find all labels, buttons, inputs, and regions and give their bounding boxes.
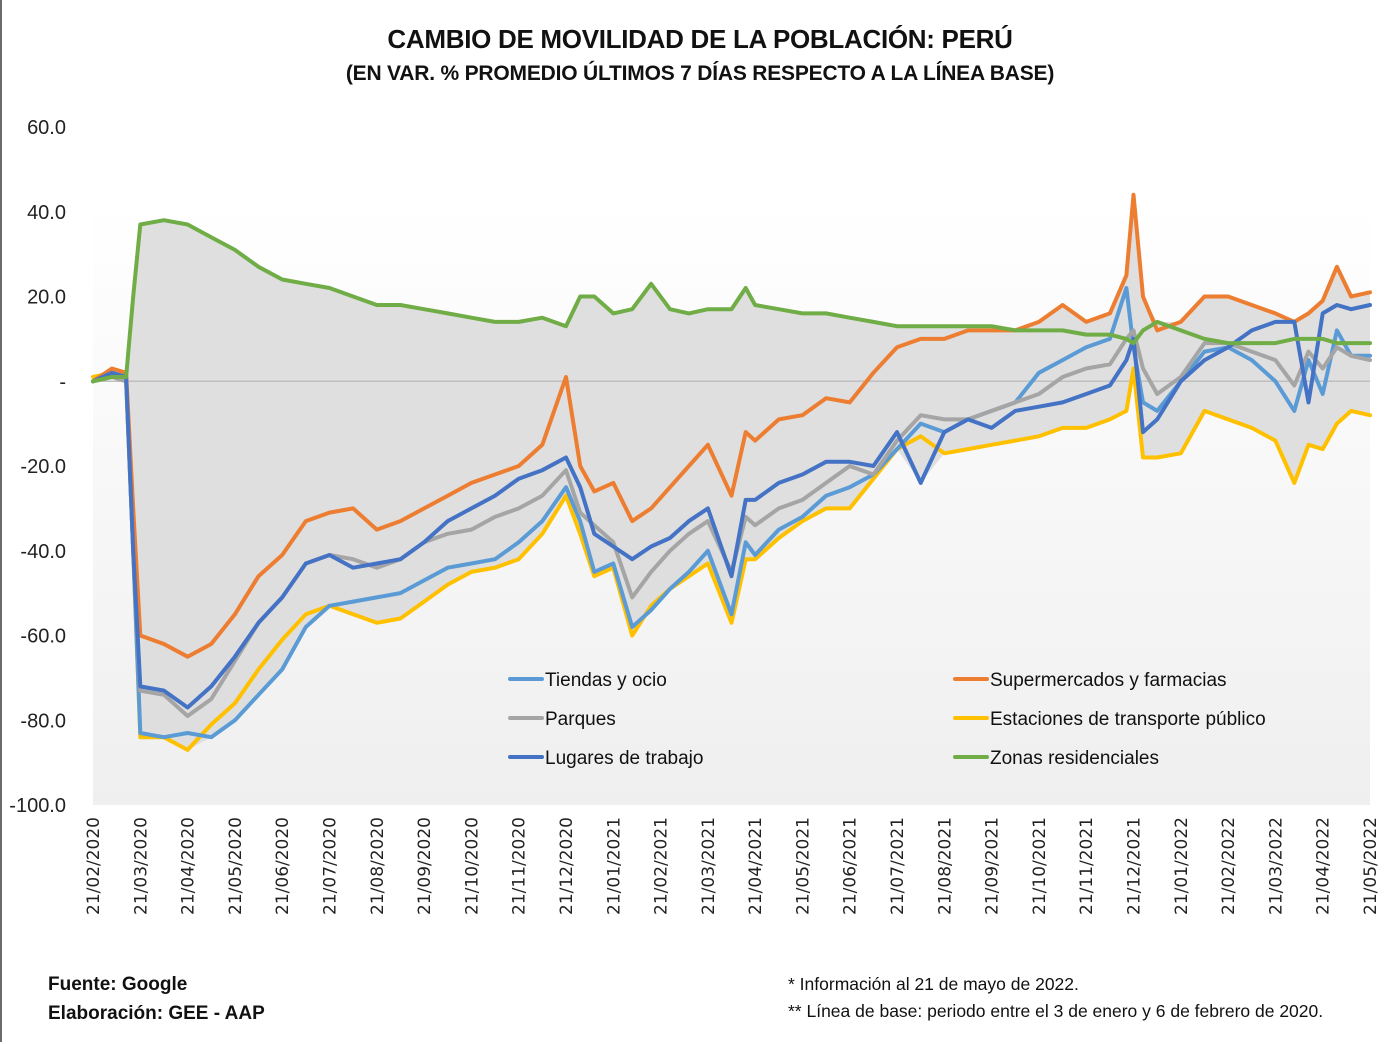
y-tick-label: -60.0: [20, 626, 66, 648]
x-tick-label: 21/11/2020: [510, 817, 530, 915]
y-tick-label: -: [59, 371, 66, 393]
legend-label: Estaciones de transporte público: [990, 709, 1266, 730]
x-tick-label: 21/06/2020: [273, 817, 293, 915]
elaboration-label: Elaboración: GEE - AAP: [48, 1003, 265, 1024]
x-tick-label: 21/09/2020: [415, 817, 435, 915]
series-line-estaciones-de-transporte-p-blico: [91, 366, 1372, 752]
x-tick-label: 21/05/2021: [793, 817, 813, 915]
x-axis: 21/02/2020 21/03/2020 21/04/2020 21/05/2020…: [84, 817, 1381, 915]
legend-label: Zonas residenciales: [990, 748, 1159, 769]
min-max-band: [93, 194, 1370, 750]
y-tick-label: 20.0: [27, 287, 66, 309]
x-tick-label: 21/03/2021: [699, 817, 719, 915]
y-tick-label: 60.0: [27, 117, 66, 139]
x-tick-label: 21/03/2020: [131, 817, 151, 915]
x-tick-label: 21/06/2021: [841, 817, 861, 915]
x-tick-label: 21/12/2020: [557, 817, 577, 915]
y-tick-label: -20.0: [20, 456, 66, 478]
x-tick-label: 21/02/2022: [1219, 817, 1239, 915]
series-line-lugares-de-trabajo: [91, 303, 1372, 710]
x-tick-label: 21/08/2020: [368, 817, 388, 915]
y-tick-label: -100.0: [9, 795, 66, 817]
x-tick-label: 21/07/2021: [888, 817, 908, 915]
footnote-info-date: * Información al 21 de mayo de 2022.: [788, 974, 1079, 994]
legend-label: Tiendas y ocio: [545, 670, 667, 691]
x-tick-label: 21/10/2020: [462, 817, 482, 915]
chart-subtitle: (EN VAR. % PROMEDIO ÚLTIMOS 7 DÍAS RESPE…: [345, 62, 1055, 85]
x-tick-label: 21/02/2021: [652, 817, 672, 915]
legend-label: Parques: [545, 709, 616, 730]
x-tick-label: 21/04/2020: [179, 817, 199, 915]
legend-label: Lugares de trabajo: [545, 748, 703, 769]
x-tick-label: 21/12/2021: [1125, 817, 1145, 915]
y-axis: 60.0 40.0 20.0 - -20.0 -40.0 -60.0 -80.0 -100.0: [9, 117, 66, 817]
chart-title: CAMBIO DE MOVILIDAD DE LA POBLACIÓN: PER…: [387, 24, 1013, 54]
x-tick-label: 21/03/2022: [1266, 817, 1286, 915]
x-tick-label: 21/04/2021: [746, 817, 766, 915]
series-line-tiendas-y-ocio: [91, 286, 1372, 740]
footnote-baseline: ** Línea de base: periodo entre el 3 de …: [788, 1001, 1324, 1021]
x-tick-label: 21/11/2021: [1077, 817, 1097, 915]
x-tick-label: 21/09/2021: [983, 817, 1003, 915]
legend-label: Supermercados y farmacias: [990, 670, 1227, 691]
y-tick-label: -80.0: [20, 710, 66, 732]
series-line-zonas-residenciales: [91, 218, 1372, 384]
x-tick-label: 21/02/2020: [84, 817, 104, 915]
series-layer: [91, 192, 1372, 752]
x-tick-label: 21/01/2022: [1172, 817, 1192, 915]
x-tick-label: 21/05/2020: [226, 817, 246, 915]
x-tick-label: 21/10/2021: [1030, 817, 1050, 915]
y-tick-label: -40.0: [20, 541, 66, 563]
y-tick-label: 40.0: [27, 202, 66, 224]
x-tick-label: 21/05/2022: [1361, 817, 1381, 915]
x-tick-label: 21/08/2021: [935, 817, 955, 915]
legend: Tiendas y ocio Supermercados y farmacias P…: [508, 670, 1266, 769]
x-tick-label: 21/01/2021: [604, 817, 624, 915]
x-tick-label: 21/04/2022: [1314, 817, 1334, 915]
x-tick-label: 21/07/2020: [320, 817, 340, 915]
source-label: Fuente: Google: [48, 974, 188, 995]
